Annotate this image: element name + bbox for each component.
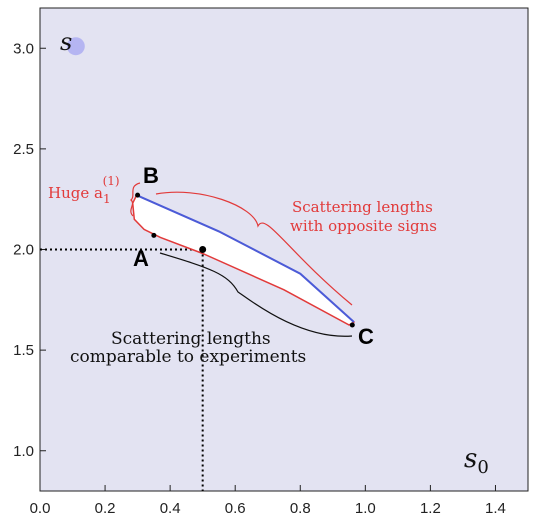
opposite-signs-line1: Scattering lengths (292, 198, 433, 216)
y-tick-label: 2.0 (13, 242, 34, 259)
x-axis-symbol-base: s (464, 444, 477, 474)
opposite-signs-line2: with opposite signs (290, 217, 437, 235)
y-tick-label: 1.5 (13, 342, 34, 359)
corner-label-c: C (358, 324, 374, 349)
point-a (151, 232, 157, 238)
x-tick-label: 0.8 (290, 500, 311, 517)
x-axis-symbol-sub: 0 (477, 457, 488, 478)
x-tick-label: 1.2 (420, 500, 441, 517)
y-tick-label: 2.5 (13, 141, 34, 158)
comparable-line1: Scattering lengths (111, 329, 271, 349)
x-axis: 0.0 0.2 0.4 0.6 0.8 1.0 1.2 1.4 (30, 485, 506, 517)
huge-a-brace (130, 182, 141, 217)
decor-circle (66, 37, 85, 56)
huge-prefix: Huge a (48, 184, 103, 202)
x-tick-label: 0.4 (160, 500, 181, 517)
corner-label-b: B (143, 163, 159, 188)
huge-subscript: 1 (103, 192, 111, 206)
y-tick-label: 1.0 (13, 443, 34, 460)
corner-label-a: A (133, 246, 149, 271)
x-tick-label: 1.4 (485, 500, 506, 517)
plot-background (39, 7, 529, 492)
point-b (135, 192, 141, 198)
x-tick-label: 0.0 (30, 500, 51, 517)
comparable-line2: comparable to experiments (70, 347, 306, 367)
comparable-brace (159, 252, 353, 337)
huge-a-annotation: Huge a1 (1) (48, 174, 120, 206)
y-tick-label: 3.0 (13, 40, 34, 57)
x-tick-label: 0.6 (225, 500, 246, 517)
huge-superscript: (1) (103, 174, 120, 188)
points (135, 192, 355, 328)
point-c (349, 322, 355, 328)
y-axis-symbol: s (60, 28, 72, 56)
y-axis: 1.0 1.5 2.0 2.5 3.0 (13, 40, 46, 460)
x-axis-symbol: s0 (464, 444, 489, 478)
x-tick-label: 1.0 (355, 500, 376, 517)
opposite-signs-brace (155, 191, 353, 306)
dotted-guides (40, 248, 204, 491)
x-tick-label: 0.2 (95, 500, 116, 517)
point-marked (199, 246, 207, 253)
region-upper-edge (136, 194, 355, 323)
